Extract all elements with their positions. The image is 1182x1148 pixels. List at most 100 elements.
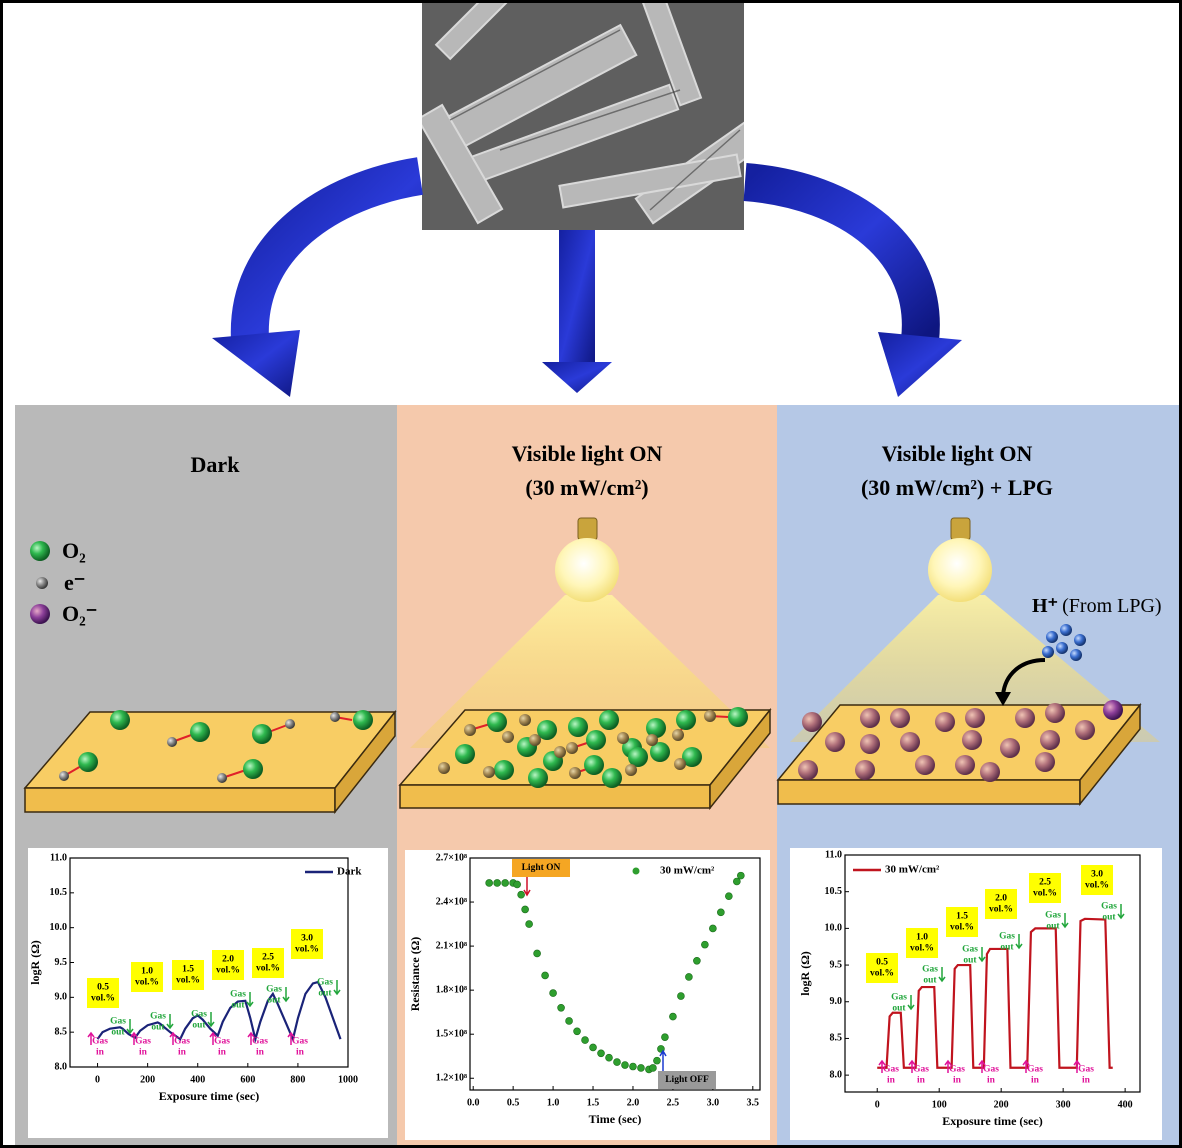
electron	[529, 734, 541, 746]
oxygen-ion	[980, 762, 1000, 782]
panel-title: (30 mW/cm²)	[525, 475, 648, 500]
sem-image	[418, 0, 784, 230]
data-point	[582, 1037, 589, 1044]
data-point	[542, 972, 549, 979]
annotation-label: Gas	[1078, 1065, 1094, 1075]
x-tick-label: 0.0	[467, 1097, 480, 1108]
annotation-label: Gas	[983, 1065, 999, 1075]
annotation-label: 2.5	[262, 953, 274, 963]
electron	[617, 732, 629, 744]
y-axis-label: Resistance (Ω)	[408, 937, 422, 1012]
proton	[1042, 646, 1054, 658]
data-point	[558, 1004, 565, 1011]
electron	[464, 724, 476, 736]
panel-title: Dark	[191, 452, 241, 477]
oxygen-ion	[1075, 720, 1095, 740]
oxygen-ion	[802, 712, 822, 732]
oxygen	[487, 712, 507, 732]
y-tick-label: 2.1×10⁸	[436, 940, 467, 951]
annotation-label: 3.0	[301, 934, 313, 944]
x-tick-label: 0	[95, 1074, 100, 1085]
oxygen-ion	[860, 708, 880, 728]
annotation-label: in	[987, 1076, 996, 1086]
annotation-label: out	[267, 996, 281, 1006]
y-axis-label: logR (Ω)	[28, 940, 42, 985]
y-tick-label: 10.0	[825, 923, 843, 934]
annotation-label: Gas	[292, 1037, 308, 1047]
annotation-label: Gas	[883, 1065, 899, 1075]
x-tick-label: 300	[1056, 1099, 1071, 1110]
annotation-label: out	[231, 1001, 245, 1011]
oxygen-ion	[890, 708, 910, 728]
annotation-label: in	[178, 1048, 187, 1058]
legend-label: Dark	[337, 866, 362, 878]
oxygen	[78, 752, 98, 772]
electron	[217, 773, 227, 783]
oxygen	[190, 722, 210, 742]
data-point	[534, 950, 541, 957]
annotation-label: out	[192, 1021, 206, 1031]
legend-o2-ion	[30, 604, 50, 624]
x-tick-label: 200	[140, 1074, 155, 1085]
data-point	[693, 957, 700, 964]
data-point	[629, 1063, 636, 1070]
data-point	[502, 879, 509, 886]
annotation-label: Gas	[1045, 911, 1061, 921]
x-tick-label: 3.0	[707, 1097, 720, 1108]
annotation-label: Gas	[949, 1065, 965, 1075]
annotation-label: Gas	[92, 1037, 108, 1047]
annotation-label: vol.%	[216, 966, 240, 976]
oxygen	[528, 768, 548, 788]
y-tick-label: 10.0	[50, 922, 68, 933]
oxygen	[728, 707, 748, 727]
annotation-label: Gas	[922, 965, 938, 975]
ion-source: (From LPG)	[1062, 595, 1161, 617]
electron	[704, 710, 716, 722]
page: Dark Visible light ON (30 mW/cm²) Visibl…	[0, 0, 1182, 1148]
data-point	[677, 993, 684, 1000]
annotation-label: in	[96, 1048, 105, 1058]
data-point	[649, 1064, 656, 1071]
legend-label: 30 mW/cm²	[885, 864, 940, 876]
proton	[1070, 649, 1082, 661]
ion-note: H⁺(From LPG)	[1032, 595, 1162, 617]
legend-electron	[36, 577, 48, 589]
annotation-label: 2.5	[1039, 878, 1051, 888]
oxygen-ion	[955, 755, 975, 775]
oxygen	[494, 760, 514, 780]
data-point	[661, 1034, 668, 1041]
y-tick-label: 8.0	[830, 1069, 843, 1080]
data-point	[590, 1044, 597, 1051]
data-point	[637, 1064, 644, 1071]
annotation-label: in	[218, 1048, 227, 1058]
legend-label: e⁻	[64, 570, 85, 595]
annotation-label: vol.%	[135, 978, 159, 988]
annotation-label: out	[1046, 922, 1060, 932]
y-tick-label: 9.0	[55, 992, 68, 1003]
x-tick-label: 400	[1118, 1099, 1133, 1110]
x-tick-label: 1.0	[547, 1097, 560, 1108]
oxygen	[568, 717, 588, 737]
annotation-label: Gas	[135, 1037, 151, 1047]
y-tick-label: 1.5×10⁸	[436, 1028, 467, 1039]
annotation-label: out	[318, 989, 332, 999]
x-tick-label: 0	[875, 1099, 880, 1110]
oxygen	[455, 744, 475, 764]
legend-label: O₂⁻	[62, 601, 97, 626]
panel-title: Visible light ON	[512, 441, 663, 466]
data-point	[598, 1050, 605, 1057]
electron	[625, 764, 637, 776]
x-axis-label: Exposure time (sec)	[159, 1089, 259, 1103]
oxygen	[252, 724, 272, 744]
annotation-label: out	[892, 1004, 906, 1014]
electron	[674, 758, 686, 770]
y-tick-label: 10.5	[50, 887, 68, 898]
annotation-label: 2.0	[995, 894, 1007, 904]
arrow-center	[559, 230, 595, 365]
figure: Dark Visible light ON (30 mW/cm²) Visibl…	[0, 0, 1182, 1148]
annotation-label: 1.5	[182, 965, 194, 975]
annotation-label: in	[1031, 1076, 1040, 1086]
data-point	[613, 1059, 620, 1066]
oxygen-ion	[1015, 708, 1035, 728]
oxygen	[599, 710, 619, 730]
